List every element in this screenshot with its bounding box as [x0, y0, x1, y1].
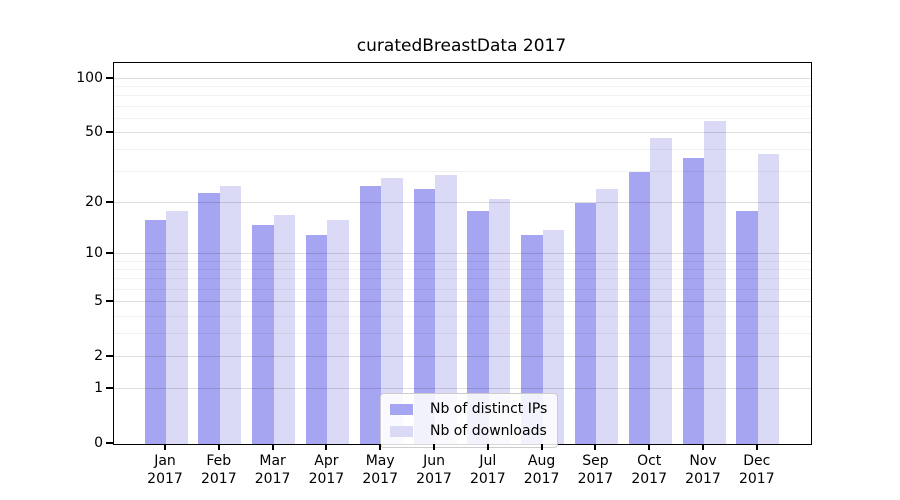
- x-tick-label-aug: Aug 2017: [523, 453, 560, 487]
- bar-ips-dec: [736, 210, 758, 444]
- y-tick-label-0: 0: [94, 435, 103, 451]
- x-tick-mark-feb: [217, 444, 220, 450]
- x-tick-mark-jan: [164, 444, 166, 450]
- bar-ips-feb: [198, 192, 220, 444]
- y-tick-label-1: 1: [94, 380, 103, 397]
- y-tick-mark-20: [106, 201, 113, 203]
- gridline-30: [114, 171, 811, 173]
- x-tick-label-dec: Dec 2017: [738, 453, 775, 487]
- bar-downloads-jan: [166, 210, 188, 444]
- bar-downloads-sep: [596, 189, 618, 444]
- x-tick-label-jan: Jan 2017: [147, 453, 183, 487]
- x-tick-label-nov: Nov 2017: [685, 453, 721, 487]
- x-tick-label-feb: Feb 2017: [200, 453, 237, 487]
- gridline-6: [114, 289, 811, 290]
- x-tick-mark-apr: [325, 444, 328, 450]
- gridline-20: [114, 202, 811, 203]
- bar-downloads-feb: [219, 186, 242, 444]
- x-tick-mark-jun: [433, 444, 435, 450]
- y-tick-label-5: 5: [94, 293, 103, 310]
- x-tick-label-oct: Oct 2017: [631, 453, 667, 487]
- x-tick-label-jul: Jul 2017: [469, 453, 506, 487]
- x-tick-label-sep: Sep 2017: [577, 453, 614, 487]
- bar-ips-nov: [682, 158, 704, 444]
- legend-row-distinct-ips: Nb of distinct IPs: [390, 401, 547, 418]
- gridline-100: [114, 77, 811, 79]
- gridline-2: [114, 356, 811, 357]
- gridline-1: [114, 388, 811, 390]
- legend-label-downloads: Nb of downloads: [430, 423, 547, 439]
- bar-downloads-oct: [650, 137, 672, 444]
- x-tick-mark-may: [379, 444, 382, 450]
- bar-downloads-mar: [273, 215, 296, 444]
- x-tick-mark-mar: [271, 444, 274, 450]
- bar-ips-mar: [252, 224, 274, 444]
- gridline-5: [114, 301, 811, 303]
- bar-downloads-dec: [757, 154, 780, 444]
- gridline-7: [114, 278, 811, 280]
- x-tick-mark-jul: [486, 444, 489, 450]
- gridline-10: [114, 253, 811, 255]
- bar-ips-oct: [628, 172, 651, 444]
- y-tick-mark-0: [106, 442, 113, 444]
- legend-swatch-downloads: [390, 426, 413, 437]
- gridline-4: [114, 315, 811, 317]
- gridline-70: [114, 105, 811, 107]
- y-tick-label-20: 20: [85, 194, 103, 210]
- plot-area: Nb of distinct IPs Nb of downloads: [113, 62, 812, 448]
- x-tick-mark-dec: [755, 444, 758, 450]
- legend: Nb of distinct IPs Nb of downloads: [380, 393, 559, 448]
- bar-ips-sep: [574, 203, 597, 444]
- bar-ips-jan: [144, 219, 166, 444]
- x-tick-label-apr: Apr 2017: [308, 453, 345, 487]
- legend-label-distinct-ips: Nb of distinct IPs: [430, 401, 548, 417]
- y-tick-label-100: 100: [76, 69, 103, 86]
- y-tick-label-50: 50: [85, 123, 103, 140]
- legend-row-downloads: Nb of downloads: [390, 423, 547, 440]
- gridline-40: [114, 149, 811, 151]
- x-tick-label-mar: Mar 2017: [254, 453, 291, 487]
- x-tick-label-jun: Jun 2017: [416, 453, 452, 487]
- bar-downloads-apr: [327, 219, 349, 444]
- x-tick-mark-nov: [702, 444, 704, 450]
- y-tick-mark-5: [106, 300, 113, 303]
- bar-ips-apr: [305, 235, 328, 444]
- y-tick-label-10: 10: [85, 245, 103, 262]
- x-tick-mark-sep: [594, 444, 597, 450]
- bars-layer: [114, 63, 811, 444]
- bar-downloads-nov: [704, 121, 726, 444]
- grid-layer: [114, 63, 811, 444]
- legend-swatch-distinct-ips: [390, 404, 413, 415]
- bar-ips-may: [359, 186, 382, 444]
- y-tick-mark-1: [106, 387, 113, 390]
- y-tick-mark-50: [106, 130, 113, 133]
- gridline-8: [114, 269, 811, 271]
- y-tick-mark-100: [106, 76, 113, 79]
- gridline-3: [114, 333, 811, 335]
- gridline-9: [114, 260, 811, 262]
- x-tick-label-may: May 2017: [362, 453, 398, 487]
- y-tick-label-2: 2: [94, 348, 103, 364]
- gridline-80: [114, 95, 811, 97]
- gridline-50: [114, 131, 811, 133]
- x-tick-mark-aug: [540, 444, 543, 450]
- x-tick-mark-oct: [648, 444, 651, 450]
- y-tick-mark-2: [106, 355, 113, 357]
- chart-title: curatedBreastData 2017: [356, 36, 567, 56]
- gridline-60: [114, 117, 811, 119]
- gridline-90: [114, 86, 811, 87]
- y-tick-mark-10: [106, 252, 113, 255]
